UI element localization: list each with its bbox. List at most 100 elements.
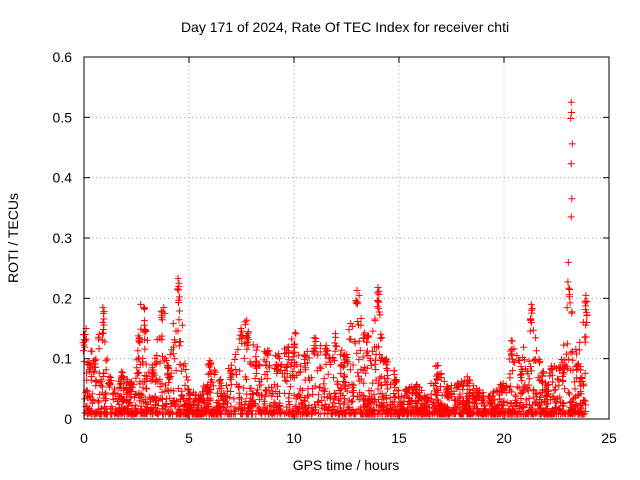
data-point: [560, 402, 568, 410]
data-point: [95, 398, 103, 406]
data-point: [298, 399, 306, 407]
data-point: [167, 369, 175, 377]
data-point: [581, 397, 589, 405]
data-point: [578, 378, 586, 386]
data-point: [215, 408, 223, 416]
data-point: [91, 363, 99, 371]
data-point: [99, 329, 107, 337]
x-tick-label: 15: [391, 430, 407, 446]
data-point: [357, 314, 365, 322]
data-point: [393, 410, 401, 418]
data-point: [141, 305, 148, 313]
data-point: [513, 383, 521, 391]
data-point: [342, 409, 350, 417]
data-point: [409, 390, 417, 398]
data-point: [310, 347, 318, 355]
data-point: [89, 368, 97, 376]
data-point: [159, 402, 167, 410]
data-point: [333, 380, 341, 388]
data-point: [531, 356, 539, 364]
data-point: [305, 401, 313, 409]
data-point: [568, 348, 576, 356]
data-point: [372, 376, 380, 384]
data-point: [552, 399, 560, 407]
data-point: [121, 410, 129, 418]
data-point: [231, 355, 239, 363]
data-point: [508, 350, 516, 358]
data-point: [204, 395, 212, 403]
data-point: [297, 362, 305, 370]
data-point: [548, 371, 556, 379]
data-point: [185, 390, 193, 398]
data-point: [147, 377, 155, 385]
data-point: [132, 401, 140, 409]
data-point: [271, 381, 279, 389]
data-point: [371, 315, 379, 323]
data-point: [122, 383, 130, 391]
data-point: [273, 365, 281, 373]
data-point: [379, 393, 387, 401]
data-point: [163, 362, 171, 370]
data-point: [549, 378, 557, 386]
data-point: [174, 405, 182, 413]
data-point: [281, 389, 289, 397]
data-point: [140, 321, 148, 329]
data-point: [558, 359, 566, 367]
data-point: [126, 386, 134, 394]
data-point: [437, 374, 445, 382]
data-point: [573, 350, 581, 358]
data-point: [100, 369, 108, 377]
data-point: [183, 402, 191, 410]
data-point: [289, 349, 297, 357]
data-point: [431, 380, 439, 388]
x-tick-labels: 0 5 10 15 20 25: [80, 430, 617, 446]
data-point: [418, 386, 426, 394]
data-point: [360, 392, 368, 400]
data-point: [288, 335, 296, 343]
data-point: [456, 390, 464, 398]
data-point: [135, 369, 143, 377]
data-point: [440, 377, 448, 385]
data-point: [372, 366, 380, 374]
data-point: [264, 348, 272, 356]
data-point: [150, 369, 158, 377]
data-point: [583, 308, 591, 316]
data-point: [582, 291, 590, 299]
data-point: [532, 334, 540, 342]
data-point: [193, 407, 201, 415]
data-point: [207, 376, 215, 384]
data-point: [527, 316, 535, 324]
data-point: [348, 408, 356, 416]
data-point: [170, 387, 178, 395]
data-point: [141, 336, 149, 344]
data-point: [550, 393, 558, 401]
data-point: [144, 403, 152, 411]
data-point: [305, 374, 313, 382]
data-point: [540, 398, 548, 406]
data-point: [421, 407, 429, 415]
data-point: [565, 355, 573, 363]
data-point: [331, 339, 339, 347]
data-point: [321, 385, 329, 393]
data-point: [448, 391, 456, 399]
data-point: [262, 361, 270, 369]
data-point: [376, 402, 384, 410]
data-point: [159, 395, 167, 403]
data-point: [566, 299, 574, 307]
data-point: [525, 381, 533, 389]
data-point: [411, 384, 419, 392]
data-point: [564, 410, 572, 418]
data-point: [136, 337, 144, 345]
data-point: [165, 410, 173, 418]
data-point: [526, 362, 534, 370]
data-point: [560, 370, 568, 378]
y-tick-label: 0.3: [53, 230, 73, 246]
data-point: [114, 410, 122, 418]
data-point: [86, 364, 94, 372]
data-point: [169, 350, 177, 358]
data-point: [316, 363, 324, 371]
data-point: [334, 396, 342, 404]
data-point: [185, 410, 193, 418]
data-point: [261, 400, 269, 408]
data-point: [395, 394, 403, 402]
